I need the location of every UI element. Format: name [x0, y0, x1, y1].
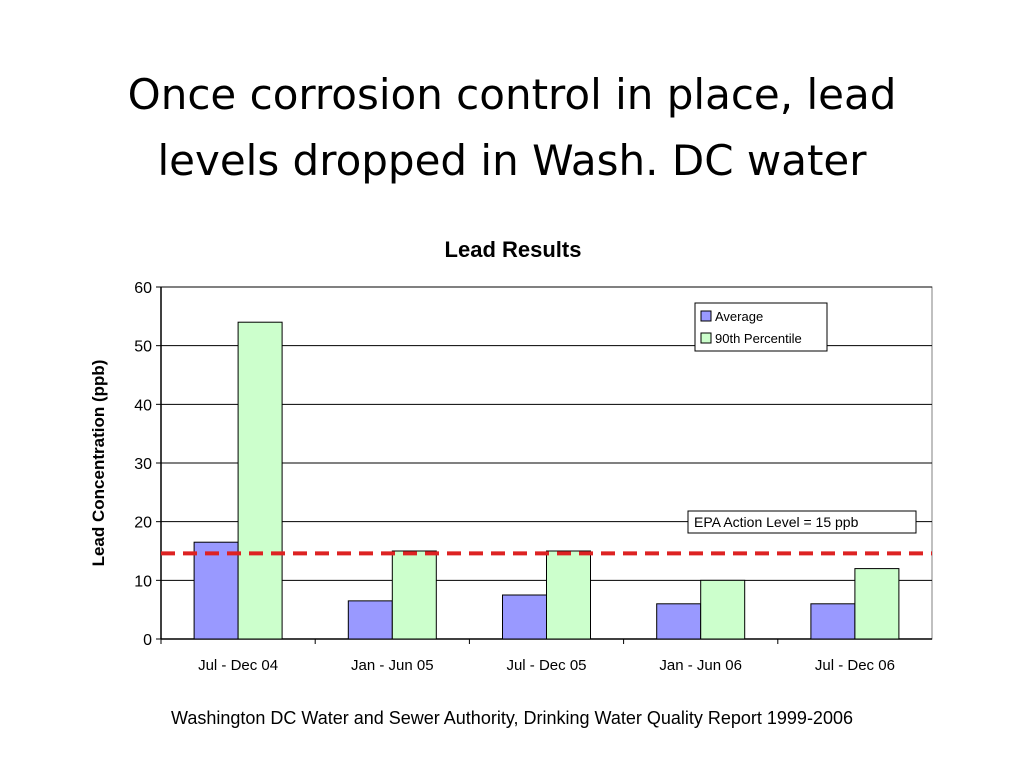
y-tick-label: 60: [134, 280, 152, 297]
y-tick-label: 10: [134, 573, 152, 590]
x-tick-label: Jan - Jun 05: [351, 657, 434, 674]
y-axis-label: Lead Concentration (ppb): [89, 360, 108, 567]
bar-90th-percentile: [546, 550, 591, 640]
y-tick-label: 0: [143, 632, 152, 649]
legend-swatch-90th-percentile: [700, 332, 712, 344]
y-tick-label: 50: [134, 339, 152, 356]
bar-90th-percentile: [391, 550, 437, 640]
y-tick-label: 30: [134, 456, 152, 473]
epa-action-level-label: EPA Action Level = 15 ppb: [694, 514, 859, 530]
slide-title-line-2: levels dropped in Wash. DC water: [157, 136, 867, 185]
legend-swatch-average: [700, 310, 712, 322]
bar-average: [656, 603, 702, 640]
x-tick-label: Jul - Dec 05: [506, 657, 586, 674]
source-caption: Washington DC Water and Sewer Authority,…: [171, 708, 853, 728]
bar-90th-percentile: [854, 568, 900, 640]
y-tick-label: 40: [134, 397, 152, 414]
lead-results-chart: Lead Results 0 10 20 30 40 50 60 Lead Concentrat…: [70, 225, 950, 695]
bar-90th-percentile: [237, 321, 283, 640]
slide-title-line-1: Once corrosion control in place, lead: [127, 70, 897, 119]
y-tick-label: 20: [134, 515, 152, 532]
legend-label-average: Average: [715, 309, 763, 324]
x-tick-label: Jan - Jun 06: [659, 657, 742, 674]
bar-average: [502, 594, 547, 640]
bar-90th-percentile: [700, 579, 746, 640]
x-tick-label: Jul - Dec 04: [198, 657, 278, 674]
bar-average: [193, 541, 239, 640]
bar-average: [347, 600, 393, 640]
x-tick-label: Jul - Dec 06: [815, 657, 895, 674]
epa-action-level-box: [687, 510, 917, 534]
bar-average: [810, 603, 856, 640]
legend-label-90th-percentile: 90th Percentile: [715, 331, 802, 346]
slide-title: Once corrosion control in place, lead le…: [40, 62, 984, 194]
chart-title: Lead Results: [445, 237, 582, 262]
legend: [694, 302, 828, 352]
